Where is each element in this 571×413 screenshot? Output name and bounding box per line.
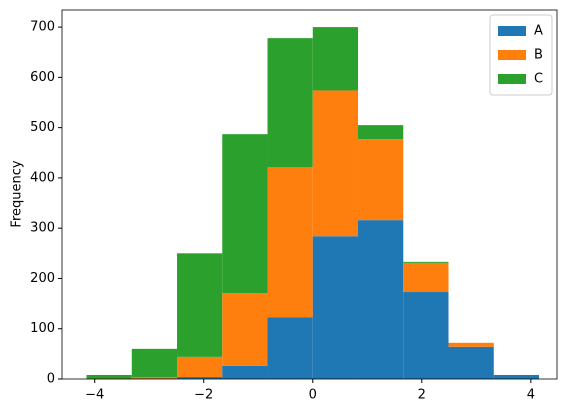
bar	[403, 262, 449, 293]
y-tick-label: 200	[30, 271, 55, 286]
x-tick-label: −2	[194, 388, 213, 403]
bar	[312, 236, 359, 379]
bar	[358, 125, 404, 140]
x-tick-label: 0	[309, 388, 317, 403]
bar	[131, 348, 178, 377]
bar	[312, 27, 359, 91]
bar	[131, 376, 178, 379]
bar	[493, 374, 540, 379]
bar	[222, 134, 268, 294]
bar	[312, 90, 359, 237]
bar	[177, 376, 223, 379]
y-tick-label: 300	[30, 221, 55, 236]
bar	[358, 220, 404, 379]
legend-label: B	[534, 48, 543, 63]
bar	[222, 293, 268, 366]
bar	[403, 292, 449, 379]
bar	[86, 374, 132, 379]
legend-label: A	[534, 24, 543, 39]
y-tick-label: 100	[30, 321, 55, 336]
bar	[222, 365, 268, 379]
bar	[267, 167, 313, 318]
bar	[403, 261, 449, 263]
bar	[448, 342, 494, 347]
legend-swatch	[498, 26, 526, 36]
y-tick-label: 700	[30, 20, 55, 35]
bar	[448, 346, 494, 379]
y-axis-label: Frequency	[10, 160, 25, 227]
x-tick-label: 2	[418, 388, 426, 403]
y-tick-label: 400	[30, 170, 55, 185]
x-tick-label: 4	[527, 388, 535, 403]
legend-swatch	[498, 50, 526, 60]
bar	[177, 356, 223, 377]
bar	[177, 253, 223, 357]
y-tick-label: 0	[47, 372, 55, 387]
plot-frame	[61, 9, 558, 380]
y-tick-label: 500	[30, 120, 55, 135]
bar	[267, 38, 313, 168]
bar	[267, 317, 313, 379]
bar	[358, 139, 404, 221]
y-tick-label: 600	[30, 70, 55, 85]
x-tick-label: −4	[85, 388, 104, 403]
legend-label: C	[534, 72, 543, 87]
legend-swatch	[498, 74, 526, 84]
